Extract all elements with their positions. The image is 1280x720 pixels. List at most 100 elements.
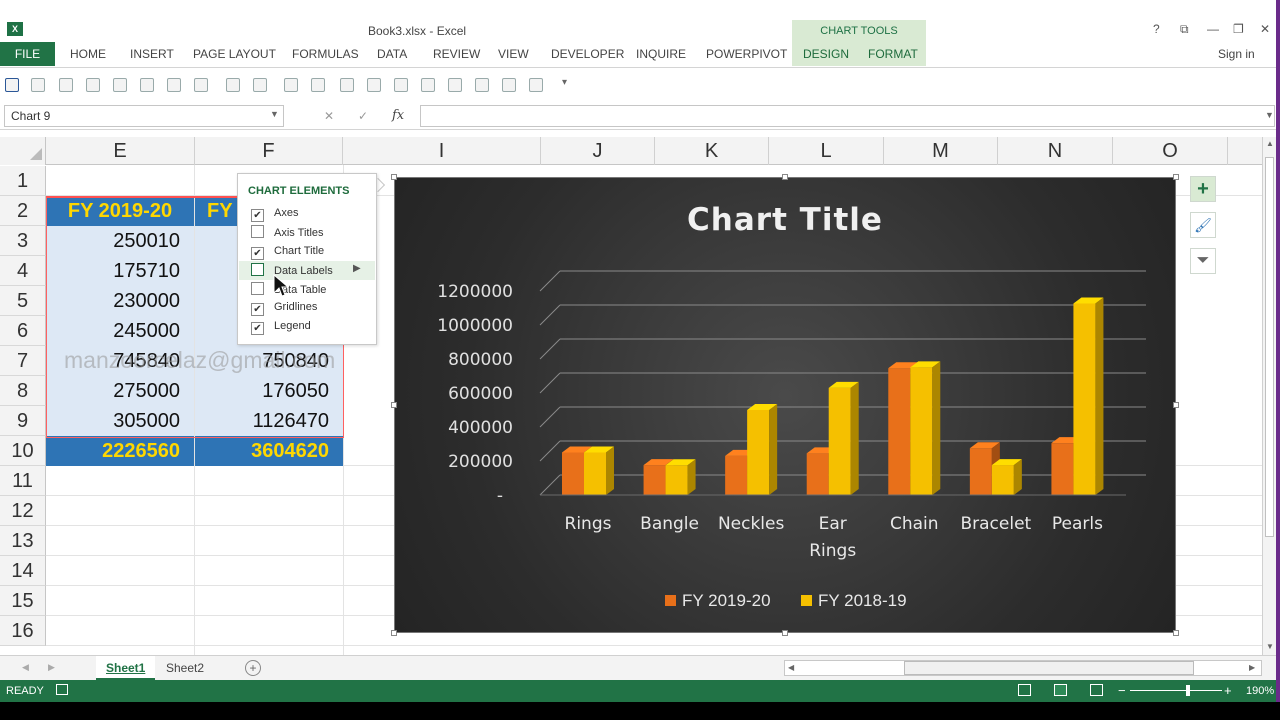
checkbox-unchecked-icon[interactable]	[251, 225, 264, 238]
sheet-scroll-left-icon[interactable]: ◀	[22, 662, 29, 672]
resize-handle[interactable]	[1173, 402, 1179, 408]
cell-f9[interactable]: 1126470	[195, 406, 343, 436]
shapes-icon[interactable]	[167, 78, 181, 92]
cell-e10-total[interactable]: 2226560	[46, 436, 194, 466]
row-header[interactable]: 4	[0, 256, 46, 286]
cell-f7[interactable]: 750840	[195, 346, 343, 376]
row-header[interactable]: 9	[0, 406, 46, 436]
chart-filters-funnel-icon[interactable]: ⏷	[1190, 248, 1216, 274]
cell-e5[interactable]: 230000	[46, 286, 194, 316]
chart-elements-plus-icon[interactable]: +	[1190, 176, 1216, 202]
sheet-tab-sheet1[interactable]: Sheet1	[96, 656, 156, 680]
customize-toolbar-icon[interactable]: ▾	[562, 77, 568, 88]
tab-inquire[interactable]: INQUIRE	[636, 47, 687, 61]
resize-handle[interactable]	[391, 630, 397, 636]
cell-f10-total[interactable]: 3604620	[195, 436, 343, 466]
scroll-right-icon[interactable]: ▶	[1249, 663, 1256, 672]
cell-e9[interactable]: 305000	[46, 406, 194, 436]
zoom-slider[interactable]	[1130, 690, 1222, 691]
column-header-l[interactable]: L	[769, 137, 884, 165]
tab-design[interactable]: DESIGN	[803, 47, 850, 61]
paste-icon[interactable]	[421, 78, 435, 92]
cell-e4[interactable]: 175710	[46, 256, 194, 286]
formula-input[interactable]	[420, 105, 1275, 127]
scroll-up-icon[interactable]: ▲	[1266, 139, 1274, 148]
zoom-out-icon[interactable]: −	[1118, 683, 1126, 698]
diamond-icon[interactable]	[311, 78, 325, 92]
chart-title[interactable]: Chart Title	[687, 202, 883, 238]
row-header[interactable]: 1	[0, 166, 46, 196]
resize-handle[interactable]	[391, 402, 397, 408]
zoom-slider-thumb[interactable]	[1186, 685, 1190, 696]
option-axis-titles[interactable]: Axis Titles	[251, 225, 324, 241]
doc-icon[interactable]	[367, 78, 381, 92]
form-icon[interactable]	[113, 78, 127, 92]
column-header-e[interactable]: E	[46, 137, 195, 165]
cell-e8[interactable]: 275000	[46, 376, 194, 406]
row-header[interactable]: 8	[0, 376, 46, 406]
camera-icon[interactable]	[140, 78, 154, 92]
option-data-labels[interactable]: Data Labels	[251, 263, 333, 279]
column-header-k[interactable]: K	[655, 137, 769, 165]
merge-icon[interactable]	[475, 78, 489, 92]
checkbox-checked-icon[interactable]: ✔	[251, 303, 264, 316]
cloud-icon[interactable]	[86, 78, 100, 92]
page-layout-view-icon[interactable]	[1054, 684, 1067, 696]
column-header-j[interactable]: J	[541, 137, 655, 165]
cancel-icon[interactable]: ✕	[324, 109, 335, 123]
row-header[interactable]: 12	[0, 496, 46, 526]
option-legend[interactable]: ✔ Legend	[251, 319, 311, 335]
ribbon-display-options-icon[interactable]: ⧉	[1180, 22, 1189, 36]
tab-format[interactable]: FORMAT	[868, 47, 918, 61]
normal-view-icon[interactable]	[1018, 684, 1031, 696]
shape-fill-icon[interactable]	[529, 78, 543, 92]
tab-page-layout[interactable]: PAGE LAYOUT	[193, 47, 276, 61]
horizontal-scroll-thumb[interactable]	[904, 661, 1194, 675]
tab-powerpivot[interactable]: POWERPIVOT	[706, 47, 788, 61]
pivot-icon[interactable]	[284, 78, 298, 92]
zoom-in-icon[interactable]: +	[1224, 683, 1232, 698]
row-header[interactable]: 2	[0, 196, 46, 226]
resize-handle[interactable]	[391, 174, 397, 180]
chart-type-icon[interactable]	[253, 78, 267, 92]
submenu-arrow-icon[interactable]: ▶	[353, 263, 361, 274]
save-icon[interactable]	[5, 78, 19, 92]
chart-plot[interactable]: - 200000 400000 600000 800000 1000000 1200000 R…	[395, 178, 1177, 634]
lock-icon[interactable]	[31, 78, 45, 92]
sheet-scroll-right-icon[interactable]: ▶	[48, 662, 55, 672]
chart-styles-brush-icon[interactable]: 🖌	[1190, 212, 1216, 238]
scroll-down-icon[interactable]: ▼	[1266, 642, 1274, 651]
row-header[interactable]: 10	[0, 436, 46, 466]
page-break-view-icon[interactable]	[1090, 684, 1103, 696]
resize-handle[interactable]	[1173, 174, 1179, 180]
close-icon[interactable]: ✕	[1260, 22, 1271, 36]
restore-icon[interactable]: ❐	[1233, 22, 1244, 36]
tab-view[interactable]: VIEW	[498, 47, 529, 61]
copy-icon[interactable]	[394, 78, 408, 92]
expand-formula-icon[interactable]: ▼	[1265, 110, 1274, 120]
row-header[interactable]: 14	[0, 556, 46, 586]
grid-icon[interactable]	[226, 78, 240, 92]
tab-review[interactable]: REVIEW	[433, 47, 481, 61]
vertical-scroll-thumb[interactable]	[1265, 157, 1274, 537]
row-header[interactable]: 16	[0, 616, 46, 646]
option-chart-title[interactable]: ✔ Chart Title	[251, 244, 324, 260]
sign-in-link[interactable]: Sign in	[1218, 47, 1255, 61]
cell-e7[interactable]: 745840	[46, 346, 194, 376]
option-gridlines[interactable]: ✔ Gridlines	[251, 300, 317, 316]
row-header[interactable]: 13	[0, 526, 46, 556]
cell-e2[interactable]: FY 2019-20	[46, 196, 194, 226]
macro-record-icon[interactable]	[56, 684, 68, 695]
column-header-i[interactable]: I	[343, 137, 541, 165]
sheet-tab-sheet2[interactable]: Sheet2	[166, 661, 205, 675]
legend-item-series-2[interactable]: FY 2018-19	[801, 591, 907, 611]
row-header[interactable]: 11	[0, 466, 46, 496]
column-header-o[interactable]: O	[1113, 137, 1228, 165]
checkbox-unchecked-icon[interactable]	[251, 282, 264, 295]
option-axes[interactable]: ✔ Axes	[251, 206, 298, 222]
chart-area[interactable]: Chart Title - 200000 400000 600000 800000 100…	[394, 177, 1176, 633]
column-header-m[interactable]: M	[884, 137, 998, 165]
scroll-left-icon[interactable]: ◀	[788, 663, 795, 672]
help-icon[interactable]: ?	[1153, 22, 1160, 36]
legend-item-series-1[interactable]: FY 2019-20	[665, 591, 771, 611]
